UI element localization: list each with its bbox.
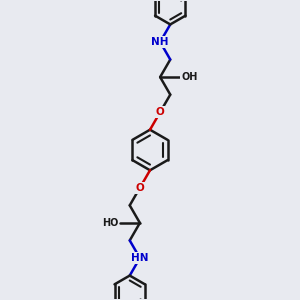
Text: HO: HO	[102, 218, 118, 228]
Text: O: O	[136, 183, 144, 193]
Text: NH: NH	[152, 37, 169, 47]
Text: H: H	[181, 72, 189, 82]
Text: O: O	[156, 107, 164, 117]
Text: HN: HN	[131, 253, 148, 263]
Text: OH: OH	[182, 72, 198, 82]
